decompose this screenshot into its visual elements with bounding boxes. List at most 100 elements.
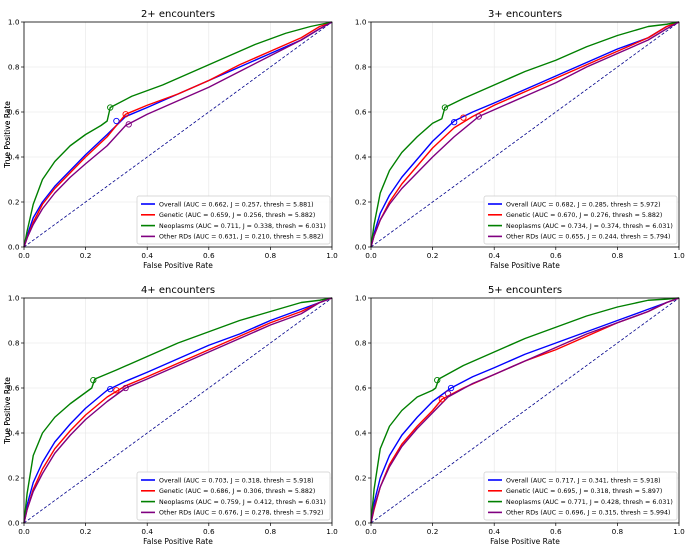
y-tick-label: 0.2: [8, 198, 20, 207]
legend-entry: Genetic (AUC = 0.695, J = 0.318, thresh …: [506, 488, 662, 495]
legend-entry: Neoplasms (AUC = 0.759, J = 0.412, thres…: [159, 499, 326, 506]
y-axis-label: True Positive Rate: [3, 377, 12, 445]
y-tick-label: 0.8: [355, 339, 367, 348]
roc-line-other-rds: [23, 21, 333, 248]
legend-entry: Neoplasms (AUC = 0.734, J = 0.374, thres…: [506, 223, 673, 230]
roc-line-neoplasms: [23, 297, 333, 524]
x-tick-label: 0.0: [18, 251, 30, 260]
youden-marker-genetic: [460, 114, 467, 121]
roc-line-genetic: [370, 21, 680, 248]
x-tick-label: 0.0: [365, 527, 377, 536]
youden-marker-genetic: [438, 396, 445, 403]
y-axis-label: True Positive Rate: [3, 101, 12, 169]
legend-entry: Overall (AUC = 0.682, J = 0.285, thresh …: [506, 201, 661, 208]
legend-box: [483, 471, 678, 521]
legend-entry: Overall (AUC = 0.703, J = 0.318, thresh …: [159, 477, 314, 484]
chart-title: 3+ encounters: [488, 9, 562, 20]
x-tick-label: 1.0: [326, 251, 338, 260]
youden-marker-other-rds: [475, 113, 482, 120]
youden-marker-genetic: [113, 387, 120, 394]
roc-line-genetic: [23, 297, 333, 524]
roc-panel-1: 0.00.0 0.2 0.2 0.4 0.4 0.6 0.6 0.8 0.8 1.0 1.0 2+ e…: [3, 9, 338, 270]
x-axis-label: False Positive Rate: [490, 537, 560, 544]
y-tick-label: 0.8: [8, 63, 20, 72]
legend-box: [136, 195, 331, 245]
roc-line-other-rds: [370, 297, 680, 524]
x-tick-label: 0.8: [265, 527, 277, 536]
y-tick-label: 0.8: [355, 63, 367, 72]
x-tick-label: 0.2: [80, 527, 92, 536]
youden-marker-neoplasms: [441, 104, 449, 111]
youden-marker-overall: [447, 384, 455, 392]
legend-entry: Neoplasms (AUC = 0.771, J = 0.428, thres…: [506, 499, 673, 506]
chart-title: 4+ encounters: [141, 285, 215, 296]
legend-entry: Other RDs (AUC = 0.631, J = 0.210, thres…: [159, 234, 323, 241]
y-tick-label: 1.0: [355, 18, 367, 27]
youden-marker-neoplasms: [90, 376, 97, 384]
x-tick-label: 0.8: [612, 251, 624, 260]
legend: Overall (AUC = 0.682, J = 0.285, thresh …: [483, 195, 678, 245]
x-tick-label: 0.0: [365, 251, 377, 260]
x-tick-label: 0.4: [488, 527, 500, 536]
y-tick-label: 0.4: [355, 429, 367, 438]
y-tick-label: 0.4: [8, 429, 20, 438]
y-tick-label: 0.6: [8, 384, 20, 393]
axes-frame: [23, 297, 333, 524]
x-axis-label: False Positive Rate: [143, 537, 213, 544]
roc-panel-4: 0.00.00.20.20.40.40.60.60.80.81.01.05+ e…: [3, 285, 685, 546]
axes-frame: [23, 21, 333, 248]
legend-entry: Genetic (AUC = 0.686, J = 0.306, thresh …: [159, 488, 315, 495]
y-tick-label: 1.0: [355, 294, 367, 303]
youden-marker-neoplasms: [434, 376, 441, 384]
legend-entry: Overall (AUC = 0.717, J = 0.341, thresh …: [506, 477, 661, 484]
chart-title: 5+ encounters: [488, 285, 562, 296]
roc-line-other-rds: [370, 21, 680, 248]
x-tick-label: 0.4: [141, 251, 153, 260]
roc-line-other-rds: [23, 297, 333, 524]
y-tick-label: 0.6: [355, 384, 367, 393]
x-tick-label: 1.0: [326, 527, 338, 536]
roc-line-neoplasms: [370, 21, 680, 248]
y-tick-label: 0.2: [355, 474, 367, 483]
chance-diagonal: [23, 21, 333, 248]
legend: Overall (AUC = 0.662, J = 0.257, thresh …: [136, 195, 331, 245]
chance-diagonal: [370, 297, 680, 524]
axes-frame: [370, 297, 680, 524]
legend-entry: Overall (AUC = 0.662, J = 0.257, thresh …: [159, 201, 314, 208]
roc-line-neoplasms: [23, 21, 333, 248]
roc-line-overall: [23, 21, 333, 248]
legend-entry: Other RDs (AUC = 0.655, J = 0.244, thres…: [506, 234, 670, 241]
youden-marker-other-rds: [122, 384, 129, 392]
x-tick-label: 0.4: [488, 251, 500, 260]
y-tick-label: 1.0: [8, 294, 20, 303]
y-tick-label: 1.0: [8, 18, 20, 27]
x-axis-label: False Positive Rate: [143, 261, 213, 270]
x-tick-label: 0.6: [550, 251, 562, 260]
x-tick-label: 0.4: [141, 527, 153, 536]
roc-panel-2: 0.00.00.20.20.40.40.60.60.80.81.01.03+ e…: [3, 9, 685, 270]
youden-marker-overall: [113, 117, 120, 125]
x-tick-label: 0.8: [265, 251, 277, 260]
legend-entry: Genetic (AUC = 0.659, J = 0.256, thresh …: [159, 212, 315, 219]
legend-entry: Other RDs (AUC = 0.696, J = 0.315, thres…: [506, 510, 670, 517]
chance-diagonal: [370, 21, 680, 248]
youden-marker-genetic: [122, 111, 129, 118]
legend-entry: Genetic (AUC = 0.670, J = 0.276, thresh …: [506, 212, 662, 219]
x-tick-label: 1.0: [673, 527, 685, 536]
y-tick-label: 0.4: [8, 153, 20, 162]
y-tick-label: 0.4: [355, 153, 367, 162]
youden-marker-overall: [451, 118, 458, 126]
x-tick-label: 1.0: [673, 251, 685, 260]
youden-marker-other-rds: [125, 121, 132, 128]
y-tick-label: 0.0: [355, 243, 367, 252]
roc-line-overall: [370, 297, 680, 524]
x-tick-label: 0.2: [80, 251, 92, 260]
youden-marker-other-rds: [444, 390, 452, 397]
y-tick-label: 0.2: [355, 198, 367, 207]
legend-box: [483, 195, 678, 245]
x-axis-label: False Positive Rate: [490, 261, 560, 270]
legend: Overall (AUC = 0.717, J = 0.341, thresh …: [483, 471, 678, 521]
legend-box: [136, 471, 331, 521]
legend-entry: Other RDs (AUC = 0.676, J = 0.278, thres…: [159, 510, 323, 517]
